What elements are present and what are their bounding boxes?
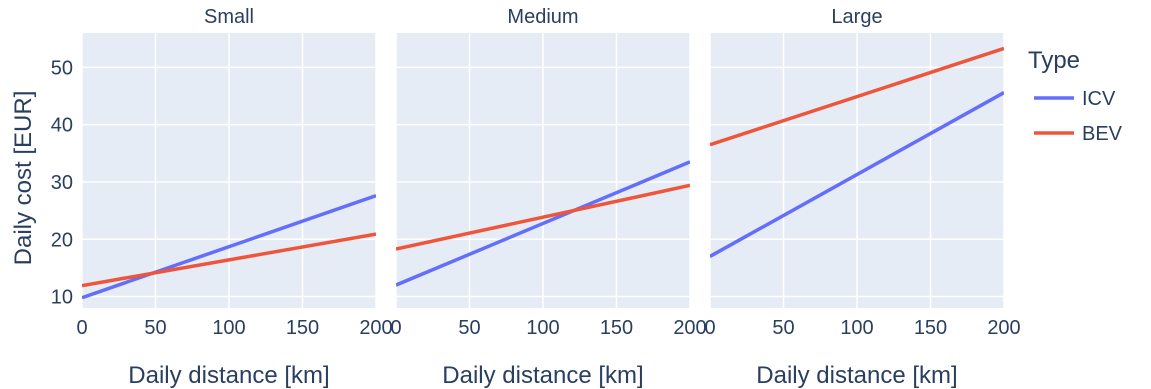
facet-large: Large 0 50 100 150 200 Daily distance [km] [704, 6, 1020, 389]
series-line-bev [396, 183, 690, 251]
x-tick-label: 0 [76, 317, 87, 339]
x-tick-label: 200 [987, 317, 1020, 339]
x-tick-label: 50 [772, 317, 794, 339]
facet-title: Medium [507, 6, 578, 28]
x-tick-label: 50 [144, 317, 166, 339]
x-tick-label: 150 [600, 317, 633, 339]
series-line-icv [710, 91, 1004, 258]
x-tick-label: 0 [390, 317, 401, 339]
x-tick-label: 200 [673, 317, 706, 339]
series-line-icv [82, 194, 376, 300]
x-axis-title: Daily distance [km] [442, 362, 643, 389]
x-tick-label: 50 [458, 317, 480, 339]
y-axis-title: Daily cost [EUR] [10, 91, 37, 266]
facet-title: Large [831, 6, 882, 28]
x-tick-label: 150 [286, 317, 319, 339]
series-line-bev [82, 232, 376, 288]
legend-label-icv: ICV [1082, 88, 1116, 110]
series-line-bev [710, 46, 1004, 147]
x-axis-title: Daily distance [km] [756, 362, 957, 389]
legend-items: ICV BEV [1034, 88, 1123, 145]
y-tick-label: 40 [51, 115, 73, 137]
x-axis-title: Daily distance [km] [128, 362, 329, 389]
y-tick-label: 20 [51, 229, 73, 251]
legend-title: Type [1028, 47, 1080, 74]
y-tick-label: 30 [51, 172, 73, 194]
legend: Type ICV BEV [1028, 47, 1123, 145]
facet-small: Small 0 50 100 150 200 Daily distance [km] [76, 6, 392, 389]
series-line-icv [396, 160, 690, 287]
facet-title: Small [204, 6, 254, 28]
x-tick-label: 200 [359, 317, 392, 339]
y-tick-label: 50 [51, 57, 73, 79]
legend-label-bev: BEV [1082, 123, 1123, 145]
y-tick-label: 10 [51, 287, 73, 309]
x-tick-label: 100 [526, 317, 559, 339]
x-tick-label: 100 [212, 317, 245, 339]
x-tick-label: 100 [840, 317, 873, 339]
facet-medium: Medium 0 50 100 150 200 Daily distance [km] [390, 6, 706, 389]
x-tick-label: 0 [704, 317, 715, 339]
x-tick-label: 150 [914, 317, 947, 339]
